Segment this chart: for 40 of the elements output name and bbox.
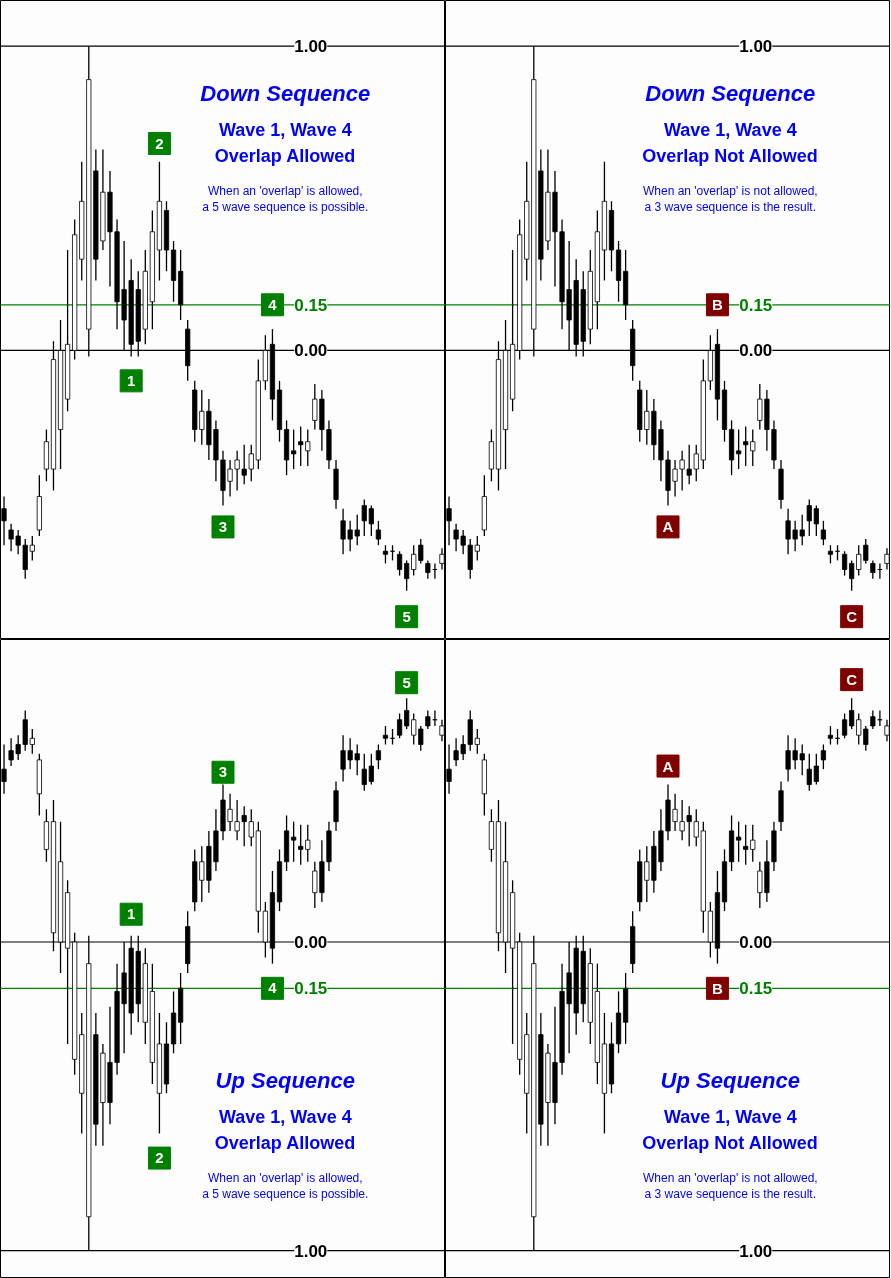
annotation: B [712, 296, 724, 314]
text: Wave 1, Wave 4 Overlap Allowed [214, 120, 356, 166]
y-tick-label: 1.00 [294, 1241, 328, 1261]
annotation: 5 [402, 607, 411, 625]
annotation: 3 [218, 763, 228, 781]
annotation: C [846, 608, 858, 626]
y-tick-label: 0.15 [739, 979, 773, 999]
text: Wave 1, Wave 4 Overlap Not Allowed [642, 120, 818, 166]
annotation: 3 [218, 517, 228, 535]
text: Down Sequence [200, 80, 371, 106]
text: Wave 1, Wave 4 Overlap Not Allowed [642, 1107, 818, 1154]
annotation: B [712, 979, 724, 997]
annotation: 1 [127, 905, 136, 923]
annotation: C [846, 671, 858, 689]
annotation: 4 [268, 979, 278, 997]
y-tick-label: 1.00 [739, 37, 773, 57]
text: Down Sequence [645, 80, 816, 106]
annotation: A [662, 757, 674, 775]
y-tick-label: 1.00 [294, 37, 328, 57]
y-tick-label: 0.15 [739, 295, 773, 315]
annotation: 4 [268, 295, 278, 313]
text: Up Sequence [660, 1067, 800, 1093]
annotation: When an 'overlap' is allowed, a 5 wave sequence is possible. [202, 1171, 369, 1202]
annotation: When an 'overlap' is not allowed, a 3 wave sequence is the result. [642, 183, 818, 214]
y-tick-label: 0.00 [739, 341, 773, 361]
annotation: 2 [155, 134, 164, 152]
annotation: 5 [402, 673, 411, 691]
y-tick-label: 0.15 [294, 979, 328, 999]
annotation: A [662, 518, 674, 536]
text: Wave 1, Wave 4 Overlap Allowed [214, 1107, 356, 1154]
annotation: When an 'overlap' is not allowed, a 3 wave sequence is the result. [642, 1171, 818, 1202]
annotation: 2 [155, 1149, 164, 1167]
annotation: 1 [127, 371, 136, 389]
y-tick-label: 0.00 [294, 933, 328, 953]
y-tick-label: 0.00 [294, 341, 328, 361]
y-tick-label: 1.00 [739, 1241, 773, 1261]
y-tick-label: 0.15 [294, 295, 328, 315]
annotation: When an 'overlap' is allowed, a 5 wave sequence is possible. [202, 183, 369, 214]
text: Up Sequence [215, 1067, 355, 1093]
y-tick-label: 0.00 [739, 933, 773, 953]
